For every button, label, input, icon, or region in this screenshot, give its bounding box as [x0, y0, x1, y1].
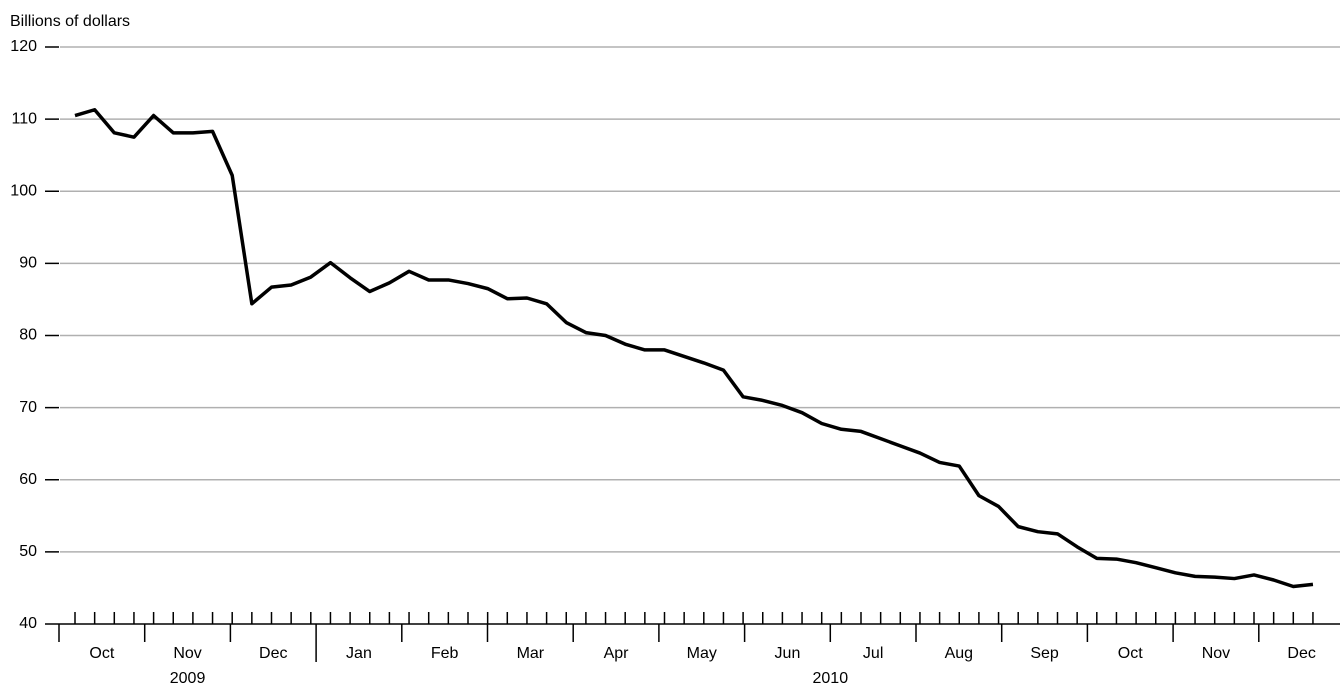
- data-line: [74, 107, 1314, 589]
- y-tick-label: 40: [19, 615, 37, 632]
- y-tick-label: 110: [11, 110, 37, 127]
- x-tick-label: Oct: [1118, 645, 1143, 662]
- x-tick-label: Apr: [604, 645, 630, 662]
- x-tick-label: Nov: [1202, 645, 1230, 662]
- x-tick-label: Oct: [89, 645, 114, 662]
- x-tick-label: Sep: [1030, 645, 1059, 662]
- x-tick-label: Jun: [775, 645, 801, 662]
- year-label: 2009: [170, 670, 206, 687]
- year-label: 2010: [813, 670, 849, 687]
- x-tick-label: Dec: [1287, 645, 1315, 662]
- x-tick-label: Jan: [346, 645, 372, 662]
- x-tick-label: Feb: [431, 645, 459, 662]
- x-tick-label: May: [687, 645, 717, 662]
- y-axis-label: Billions of dollars: [10, 13, 130, 30]
- x-tick-label: Jul: [863, 645, 883, 662]
- y-tick-label: 50: [19, 543, 37, 560]
- x-tick-label: Nov: [173, 645, 201, 662]
- y-tick-label: 80: [19, 327, 37, 344]
- y-tick-label: 100: [10, 182, 37, 199]
- x-tick-label: Aug: [945, 645, 973, 662]
- x-tick-label: Mar: [517, 645, 545, 662]
- y-tick-label: 60: [19, 471, 37, 488]
- x-tick-label: Dec: [259, 645, 287, 662]
- y-tick-label: 120: [10, 38, 37, 55]
- y-tick-label: 90: [19, 255, 37, 272]
- y-tick-label: 70: [19, 399, 37, 416]
